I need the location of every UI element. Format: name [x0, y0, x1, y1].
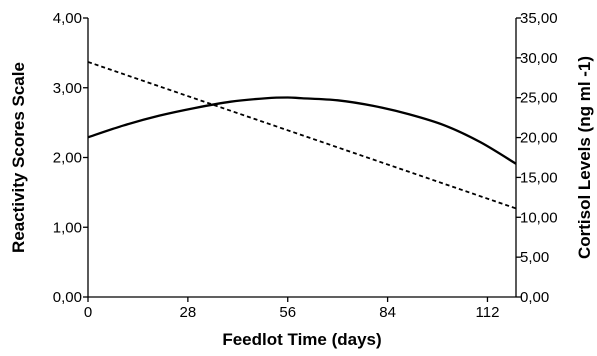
series-line-solid	[87, 96, 517, 165]
y-left-tick-label: 4,00	[53, 10, 82, 27]
y-right-tick-label: 5,00	[520, 249, 549, 266]
x-tick-label: 56	[279, 304, 296, 321]
y-right-tick-label: 35,00	[520, 10, 558, 27]
x-tick-label: 28	[180, 304, 197, 321]
y-left-tick-label: 1,00	[53, 219, 82, 236]
x-tick-label: 0	[84, 304, 92, 321]
y-right-tick-label: 25,00	[520, 90, 558, 107]
y-right-tick-label: 20,00	[520, 130, 558, 147]
axis-labels: Feedlot Time (days) Reactivity Scores Sc…	[9, 56, 594, 349]
y-left-tick-label: 3,00	[53, 80, 82, 97]
axes: 0,00 1,00 2,00 3,00 4,00 0,00 5,00 10,00 15,00 20…	[53, 10, 558, 321]
y-right-tick-label: 30,00	[520, 50, 558, 67]
series-line-dashed	[87, 61, 517, 210]
y-left-axis-title: Reactivity Scores Scale	[9, 62, 28, 253]
x-tick-label: 84	[379, 304, 396, 321]
y-right-tick-label: 15,00	[520, 169, 558, 186]
x-tick-label: 112	[476, 304, 500, 321]
series-layer	[87, 61, 517, 210]
y-right-axis-title: Cortisol Levels (ng ml -1)	[575, 56, 594, 259]
x-axis-title: Feedlot Time (days)	[222, 330, 381, 349]
y-left-tick-label: 0,00	[53, 289, 82, 306]
y-left-tick-label: 2,00	[53, 150, 82, 167]
y-right-tick-label: 0,00	[520, 289, 549, 306]
y-right-tick-label: 10,00	[520, 209, 558, 226]
